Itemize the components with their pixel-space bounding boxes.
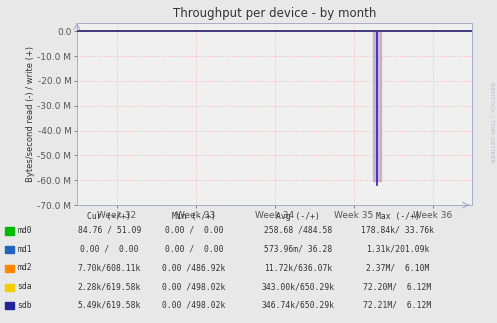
Text: 0.00 /  0.00: 0.00 / 0.00 bbox=[80, 245, 139, 254]
Text: 2.37M/  6.10M: 2.37M/ 6.10M bbox=[366, 263, 429, 272]
Text: 346.74k/650.29k: 346.74k/650.29k bbox=[261, 301, 335, 310]
Text: RRDTOOL / TOBI OETIKER: RRDTOOL / TOBI OETIKER bbox=[490, 82, 495, 163]
Text: 0.00 /498.02k: 0.00 /498.02k bbox=[162, 301, 226, 310]
Text: 5.49k/619.58k: 5.49k/619.58k bbox=[78, 301, 141, 310]
Text: sda: sda bbox=[17, 282, 32, 291]
Text: md2: md2 bbox=[17, 263, 32, 272]
Y-axis label: Bytes/second read (-) / write (+): Bytes/second read (-) / write (+) bbox=[26, 46, 35, 182]
Text: 7.70k/608.11k: 7.70k/608.11k bbox=[78, 263, 141, 272]
Text: 0.00 /498.02k: 0.00 /498.02k bbox=[162, 282, 226, 291]
Text: md1: md1 bbox=[17, 245, 32, 254]
Text: Min (-/+): Min (-/+) bbox=[172, 212, 216, 221]
Text: 84.76 / 51.09: 84.76 / 51.09 bbox=[78, 226, 141, 235]
Text: Cur (-/+): Cur (-/+) bbox=[87, 212, 131, 221]
Text: 0.00 /486.92k: 0.00 /486.92k bbox=[162, 263, 226, 272]
Text: 1.31k/201.09k: 1.31k/201.09k bbox=[366, 245, 429, 254]
Text: md0: md0 bbox=[17, 226, 32, 235]
Title: Throughput per device - by month: Throughput per device - by month bbox=[173, 7, 376, 20]
Text: 11.72k/636.07k: 11.72k/636.07k bbox=[264, 263, 332, 272]
Text: sdb: sdb bbox=[17, 301, 32, 310]
Text: 72.21M/  6.12M: 72.21M/ 6.12M bbox=[363, 301, 432, 310]
Text: 2.28k/619.58k: 2.28k/619.58k bbox=[78, 282, 141, 291]
Text: 0.00 /  0.00: 0.00 / 0.00 bbox=[165, 226, 223, 235]
Text: 0.00 /  0.00: 0.00 / 0.00 bbox=[165, 245, 223, 254]
Text: 178.84k/ 33.76k: 178.84k/ 33.76k bbox=[361, 226, 434, 235]
Text: Avg (-/+): Avg (-/+) bbox=[276, 212, 320, 221]
Text: 72.20M/  6.12M: 72.20M/ 6.12M bbox=[363, 282, 432, 291]
Text: Max (-/+): Max (-/+) bbox=[376, 212, 419, 221]
Text: 573.96m/ 36.28: 573.96m/ 36.28 bbox=[264, 245, 332, 254]
Text: 343.00k/650.29k: 343.00k/650.29k bbox=[261, 282, 335, 291]
Text: 258.68 /484.58: 258.68 /484.58 bbox=[264, 226, 332, 235]
